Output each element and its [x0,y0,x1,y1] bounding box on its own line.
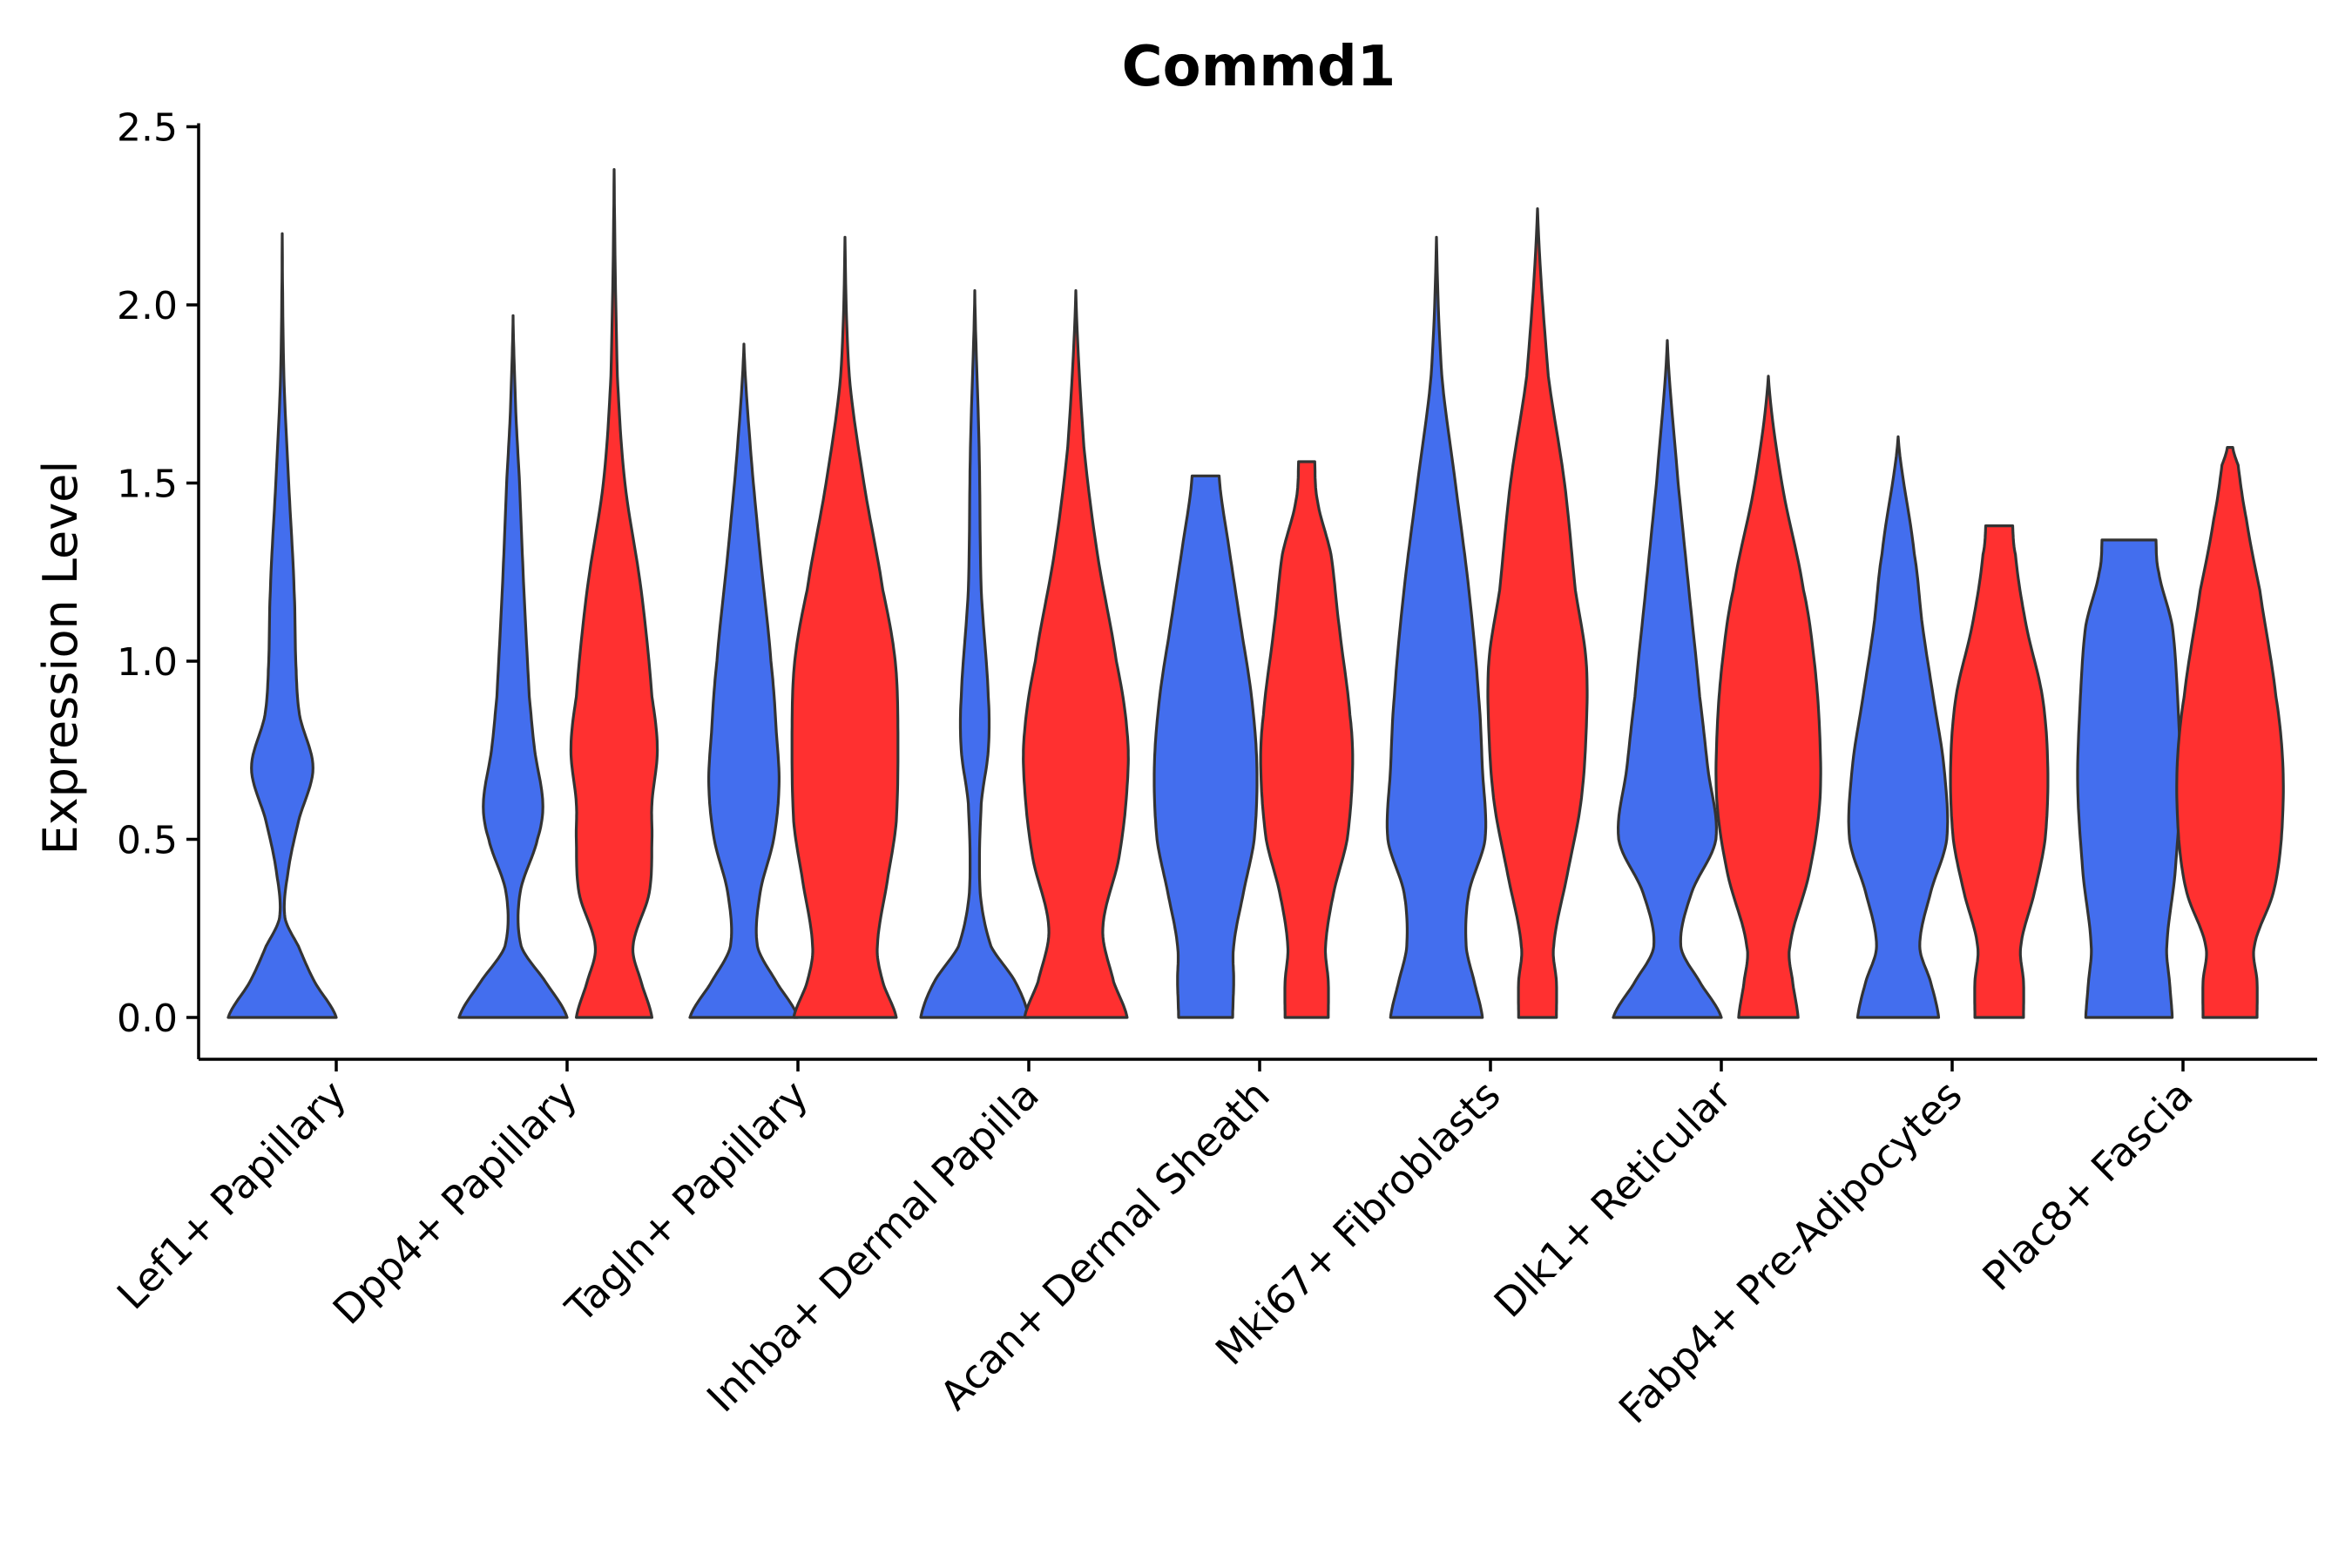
y-tick-label: 0.0 [117,997,178,1041]
x-tick-label: Dlk1+ Reticular [1485,1071,1740,1327]
violin-group_a-8 [2076,538,2182,1019]
violin-group_a-3 [919,289,1031,1019]
y-axis-label: Expression Level [33,461,88,855]
y-tick-label: 2.5 [117,106,178,151]
violin-group_a-0 [226,232,338,1019]
x-tick-label: Dpp4+ Papillary [324,1071,586,1334]
violin-group_b-7 [1949,524,2050,1019]
violin-group_a-1 [457,314,569,1019]
x-tick-label: Tagln+ Papillary [556,1071,817,1333]
violin-group_a-4 [1152,474,1259,1019]
violin-group_a-7 [1847,435,1950,1019]
violin-group_b-4 [1259,460,1355,1019]
violin-group_b-1 [569,168,659,1019]
y-tick-label: 2.0 [117,284,178,328]
violins [226,168,2285,1019]
violin-group_b-8 [2175,446,2285,1019]
y-tick-label: 0.5 [117,819,178,863]
y-tick-label: 1.5 [117,463,178,507]
chart-title: Commd1 [1122,35,1396,99]
violin-group_b-5 [1486,207,1589,1019]
x-tick-label: Lef1+ Papillary [108,1071,355,1319]
x-tick-label: Plac8+ Fascia [1973,1071,2201,1300]
violin-group_a-5 [1385,235,1488,1019]
violin-group_a-6 [1612,339,1723,1019]
violin-group_b-2 [790,235,900,1019]
y-tick-label: 1.0 [117,640,178,685]
violin-group_b-6 [1714,375,1822,1019]
violin-group_a-2 [688,342,800,1019]
violin-group_b-3 [1022,289,1130,1019]
